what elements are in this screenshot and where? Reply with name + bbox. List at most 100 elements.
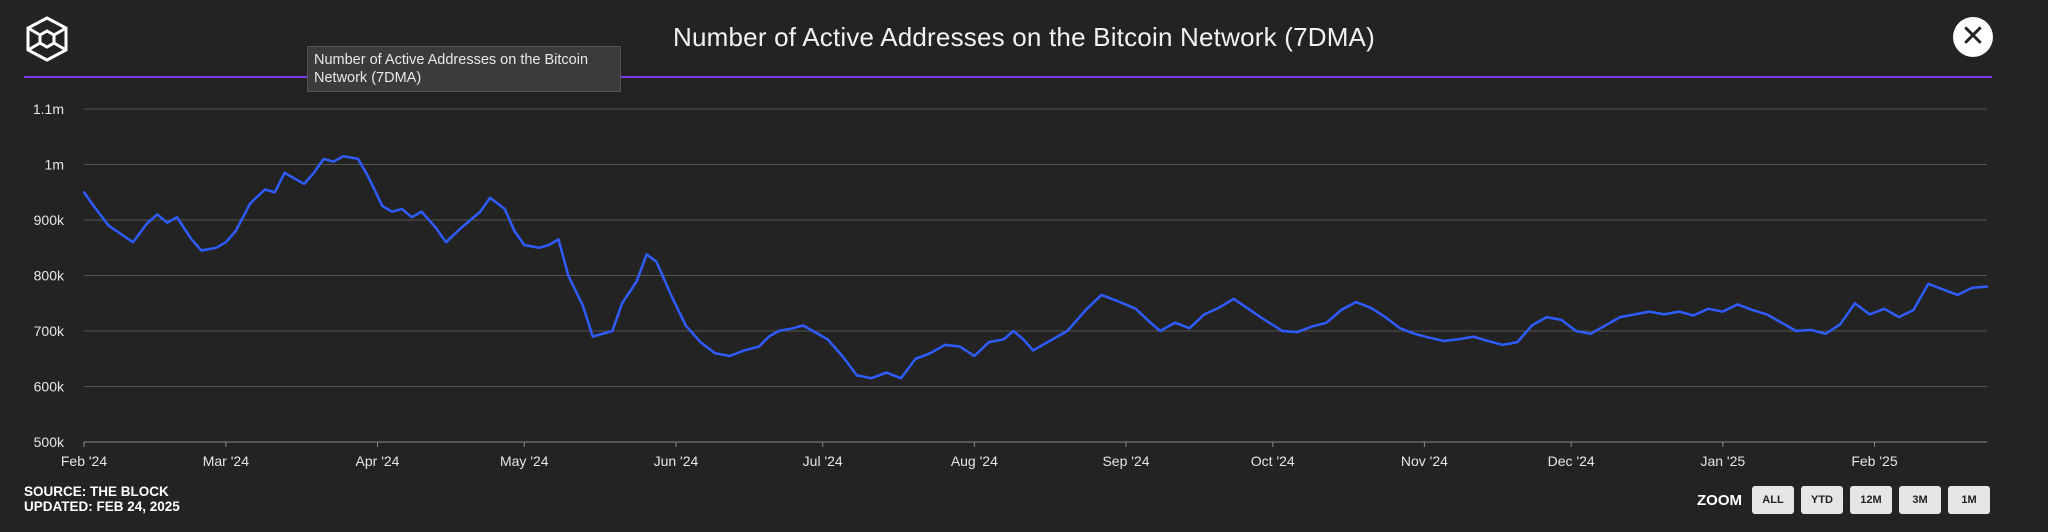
data-point	[93, 205, 95, 207]
data-point	[582, 305, 584, 307]
data-point	[1369, 306, 1372, 309]
data-point	[1174, 321, 1176, 324]
data-point	[557, 238, 560, 241]
data-point	[826, 338, 829, 341]
data-point	[1149, 321, 1152, 324]
y-tick-label: 1m	[45, 157, 64, 173]
data-point	[1604, 324, 1607, 327]
data-point	[1824, 333, 1827, 335]
data-point	[332, 160, 335, 163]
data-point	[645, 253, 648, 256]
data-point	[445, 241, 447, 243]
data-point	[547, 244, 550, 246]
data-point	[670, 294, 672, 296]
data-point	[107, 224, 110, 227]
zoom-ytd-button[interactable]: YTD	[1801, 486, 1843, 514]
x-tick-label: Feb '24	[61, 453, 107, 469]
zoom-all-button[interactable]: ALL	[1752, 486, 1794, 514]
data-point	[1262, 318, 1264, 320]
data-point	[1281, 330, 1284, 332]
data-point	[357, 158, 359, 160]
data-point	[792, 327, 795, 330]
data-point	[567, 274, 570, 277]
data-point	[1663, 313, 1665, 316]
data-point	[366, 174, 369, 177]
data-point	[944, 344, 946, 346]
data-point	[929, 352, 932, 355]
data-point	[1022, 338, 1025, 341]
data-point	[190, 238, 193, 241]
accent-divider	[24, 76, 1992, 78]
data-point	[503, 208, 506, 210]
data-point	[592, 335, 594, 338]
data-point	[1560, 319, 1563, 321]
data-point	[1115, 299, 1117, 302]
data-point	[381, 205, 384, 207]
data-point	[420, 210, 423, 213]
zoom-1m-button[interactable]: 1M	[1948, 486, 1990, 514]
data-point	[958, 345, 961, 348]
data-point	[1531, 324, 1533, 327]
data-point	[1810, 329, 1812, 331]
y-tick-label: 500k	[34, 434, 65, 450]
data-point	[1086, 308, 1088, 310]
data-point	[768, 335, 770, 338]
data-point	[1247, 308, 1250, 310]
data-point	[1545, 316, 1548, 318]
data-point	[1340, 309, 1343, 311]
data-point	[1883, 308, 1886, 310]
data-point	[166, 222, 168, 224]
data-point	[1678, 310, 1680, 313]
data-point	[283, 172, 286, 174]
data-point	[122, 234, 124, 237]
chart-tooltip: Number of Active Addresses on the Bitcoi…	[307, 46, 621, 92]
data-point	[225, 241, 227, 243]
data-point	[1188, 327, 1191, 330]
data-point	[146, 222, 149, 224]
data-point	[973, 355, 976, 357]
data-point	[621, 302, 623, 305]
data-point	[1487, 340, 1489, 342]
data-point	[988, 341, 990, 343]
data-point	[459, 227, 462, 230]
data-point	[1736, 303, 1739, 306]
data-point	[1707, 308, 1709, 310]
x-tick-label: Oct '24	[1251, 453, 1295, 469]
data-point	[249, 202, 252, 205]
data-point	[841, 355, 844, 357]
data-point	[1472, 335, 1475, 338]
data-point	[1135, 308, 1137, 310]
data-point	[342, 155, 345, 157]
data-point	[1501, 344, 1504, 346]
data-point	[1766, 313, 1768, 316]
chart-title: Number of Active Addresses on the Bitcoi…	[673, 22, 1375, 52]
zoom-3m-button[interactable]: 3M	[1899, 486, 1941, 514]
data-point	[489, 197, 491, 199]
data-point	[1956, 294, 1959, 296]
data-point	[1413, 333, 1416, 335]
x-tick-label: Dec '24	[1548, 453, 1595, 469]
x-tick-label: Sep '24	[1102, 453, 1149, 469]
close-button[interactable]: ✕	[1953, 17, 1993, 57]
data-point	[1780, 321, 1783, 324]
data-point	[1100, 294, 1103, 296]
data-point	[1428, 336, 1431, 339]
data-point	[303, 183, 305, 185]
data-point	[1399, 327, 1401, 330]
data-point	[264, 188, 266, 191]
data-point	[1443, 340, 1445, 342]
data-point	[234, 230, 237, 232]
data-point	[1868, 313, 1871, 316]
data-point	[1795, 330, 1797, 332]
data-point	[636, 280, 638, 282]
the-block-logo-icon	[26, 16, 68, 62]
zoom-12m-button[interactable]: 12M	[1850, 486, 1892, 514]
data-point	[1634, 313, 1636, 316]
data-point	[469, 219, 472, 221]
data-point	[1751, 309, 1753, 311]
data-point	[313, 172, 315, 174]
data-point	[611, 330, 614, 332]
data-point	[538, 247, 540, 249]
data-point	[1839, 323, 1841, 326]
zoom-label: ZOOM	[1697, 492, 1742, 509]
